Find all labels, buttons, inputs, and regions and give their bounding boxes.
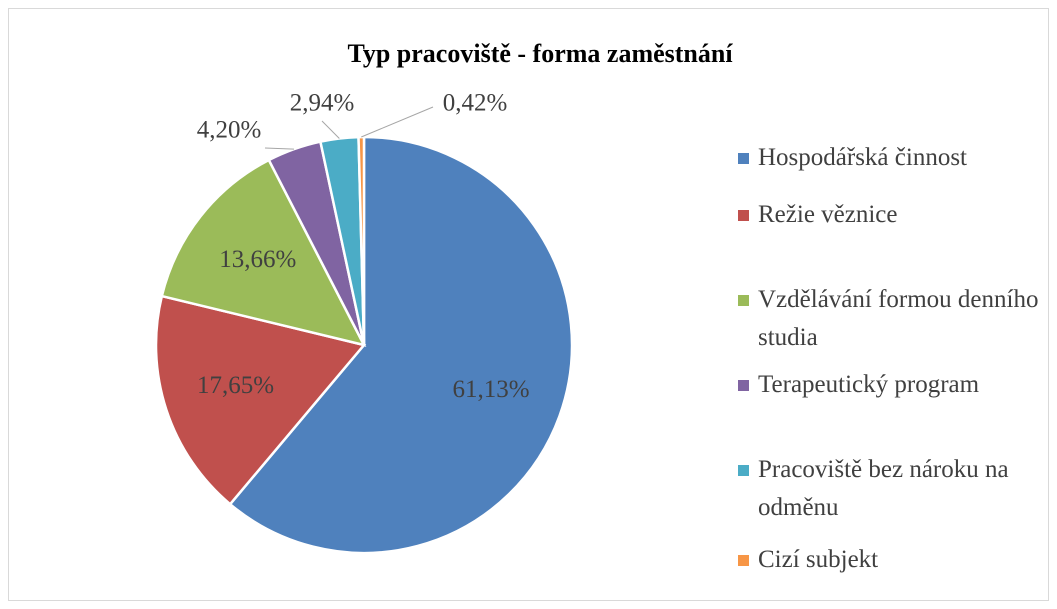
legend-label: Hospodářská činnost [758, 144, 967, 171]
legend-swatch [738, 555, 749, 566]
chart-title: Typ pracoviště - forma zaměstnání [347, 39, 733, 68]
data-label: 61,13% [452, 376, 529, 403]
legend-item: Vzdělávání formou denního studia [738, 281, 1043, 357]
legend-label: Terapeutický program [758, 371, 980, 398]
data-label: 2,94% [290, 90, 355, 117]
data-label: 13,66% [219, 246, 296, 273]
leader-line [264, 147, 295, 150]
legend-swatch [738, 465, 749, 476]
legend-item: Režie věznice [738, 196, 1043, 234]
data-label: 17,65% [197, 372, 274, 399]
legend-swatch [738, 210, 749, 221]
pie-slice [228, 135, 574, 555]
legend-label: Vzdělávání formou denního studia [758, 286, 1039, 351]
leader-line [321, 120, 340, 139]
leader-line [361, 106, 434, 138]
pie-slice [154, 294, 367, 506]
legend-item: Pracoviště bez nároku na odměnu [738, 451, 1043, 527]
data-label: 4,20% [197, 117, 262, 144]
pie-slice [160, 158, 367, 347]
legend-item: Cizí subjekt [738, 541, 1043, 579]
legend-swatch [738, 153, 749, 164]
legend-label: Režie věznice [758, 201, 898, 228]
legend-swatch [738, 295, 749, 306]
legend-item: Terapeutický program [738, 366, 1043, 404]
legend-swatch [738, 380, 749, 391]
legend-label: Cizí subjekt [758, 546, 879, 573]
data-label: 0,42% [443, 90, 508, 117]
legend-item: Hospodářská činnost [738, 139, 1043, 177]
legend-label: Pracoviště bez nároku na odměnu [758, 456, 1009, 521]
